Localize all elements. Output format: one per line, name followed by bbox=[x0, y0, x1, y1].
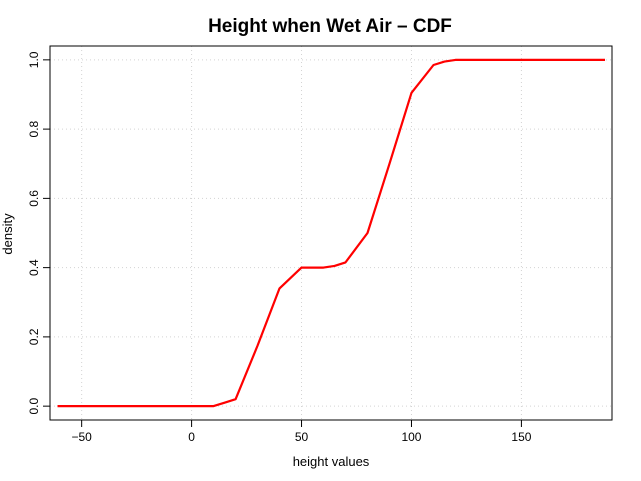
y-axis-label: density bbox=[0, 213, 15, 255]
x-tick-label: 0 bbox=[188, 430, 195, 444]
cdf-line bbox=[57, 58, 605, 408]
y-tick-label: 0.4 bbox=[27, 259, 41, 276]
x-tick-label: 50 bbox=[295, 430, 309, 444]
x-tick-label: 100 bbox=[401, 430, 421, 444]
x-tick-label: −50 bbox=[71, 430, 92, 444]
y-tick-label: 0.2 bbox=[27, 328, 41, 345]
series-layer bbox=[57, 58, 605, 408]
chart-title: Height when Wet Air – CDF bbox=[208, 16, 452, 37]
y-tick-label: 0.0 bbox=[27, 397, 41, 414]
y-tick-label: 0.6 bbox=[27, 190, 41, 207]
plot-frame bbox=[49, 45, 613, 421]
y-axis: 0.0 0.2 0.4 0.6 0.8 1.0 bbox=[27, 51, 51, 414]
y-tick-label: 1.0 bbox=[27, 51, 41, 68]
x-axis: −50 0 50 100 150 bbox=[71, 419, 532, 444]
x-tick-label: 150 bbox=[511, 430, 531, 444]
x-axis-label: height values bbox=[293, 454, 370, 469]
y-tick-label: 0.8 bbox=[27, 120, 41, 137]
grid bbox=[50, 46, 612, 420]
